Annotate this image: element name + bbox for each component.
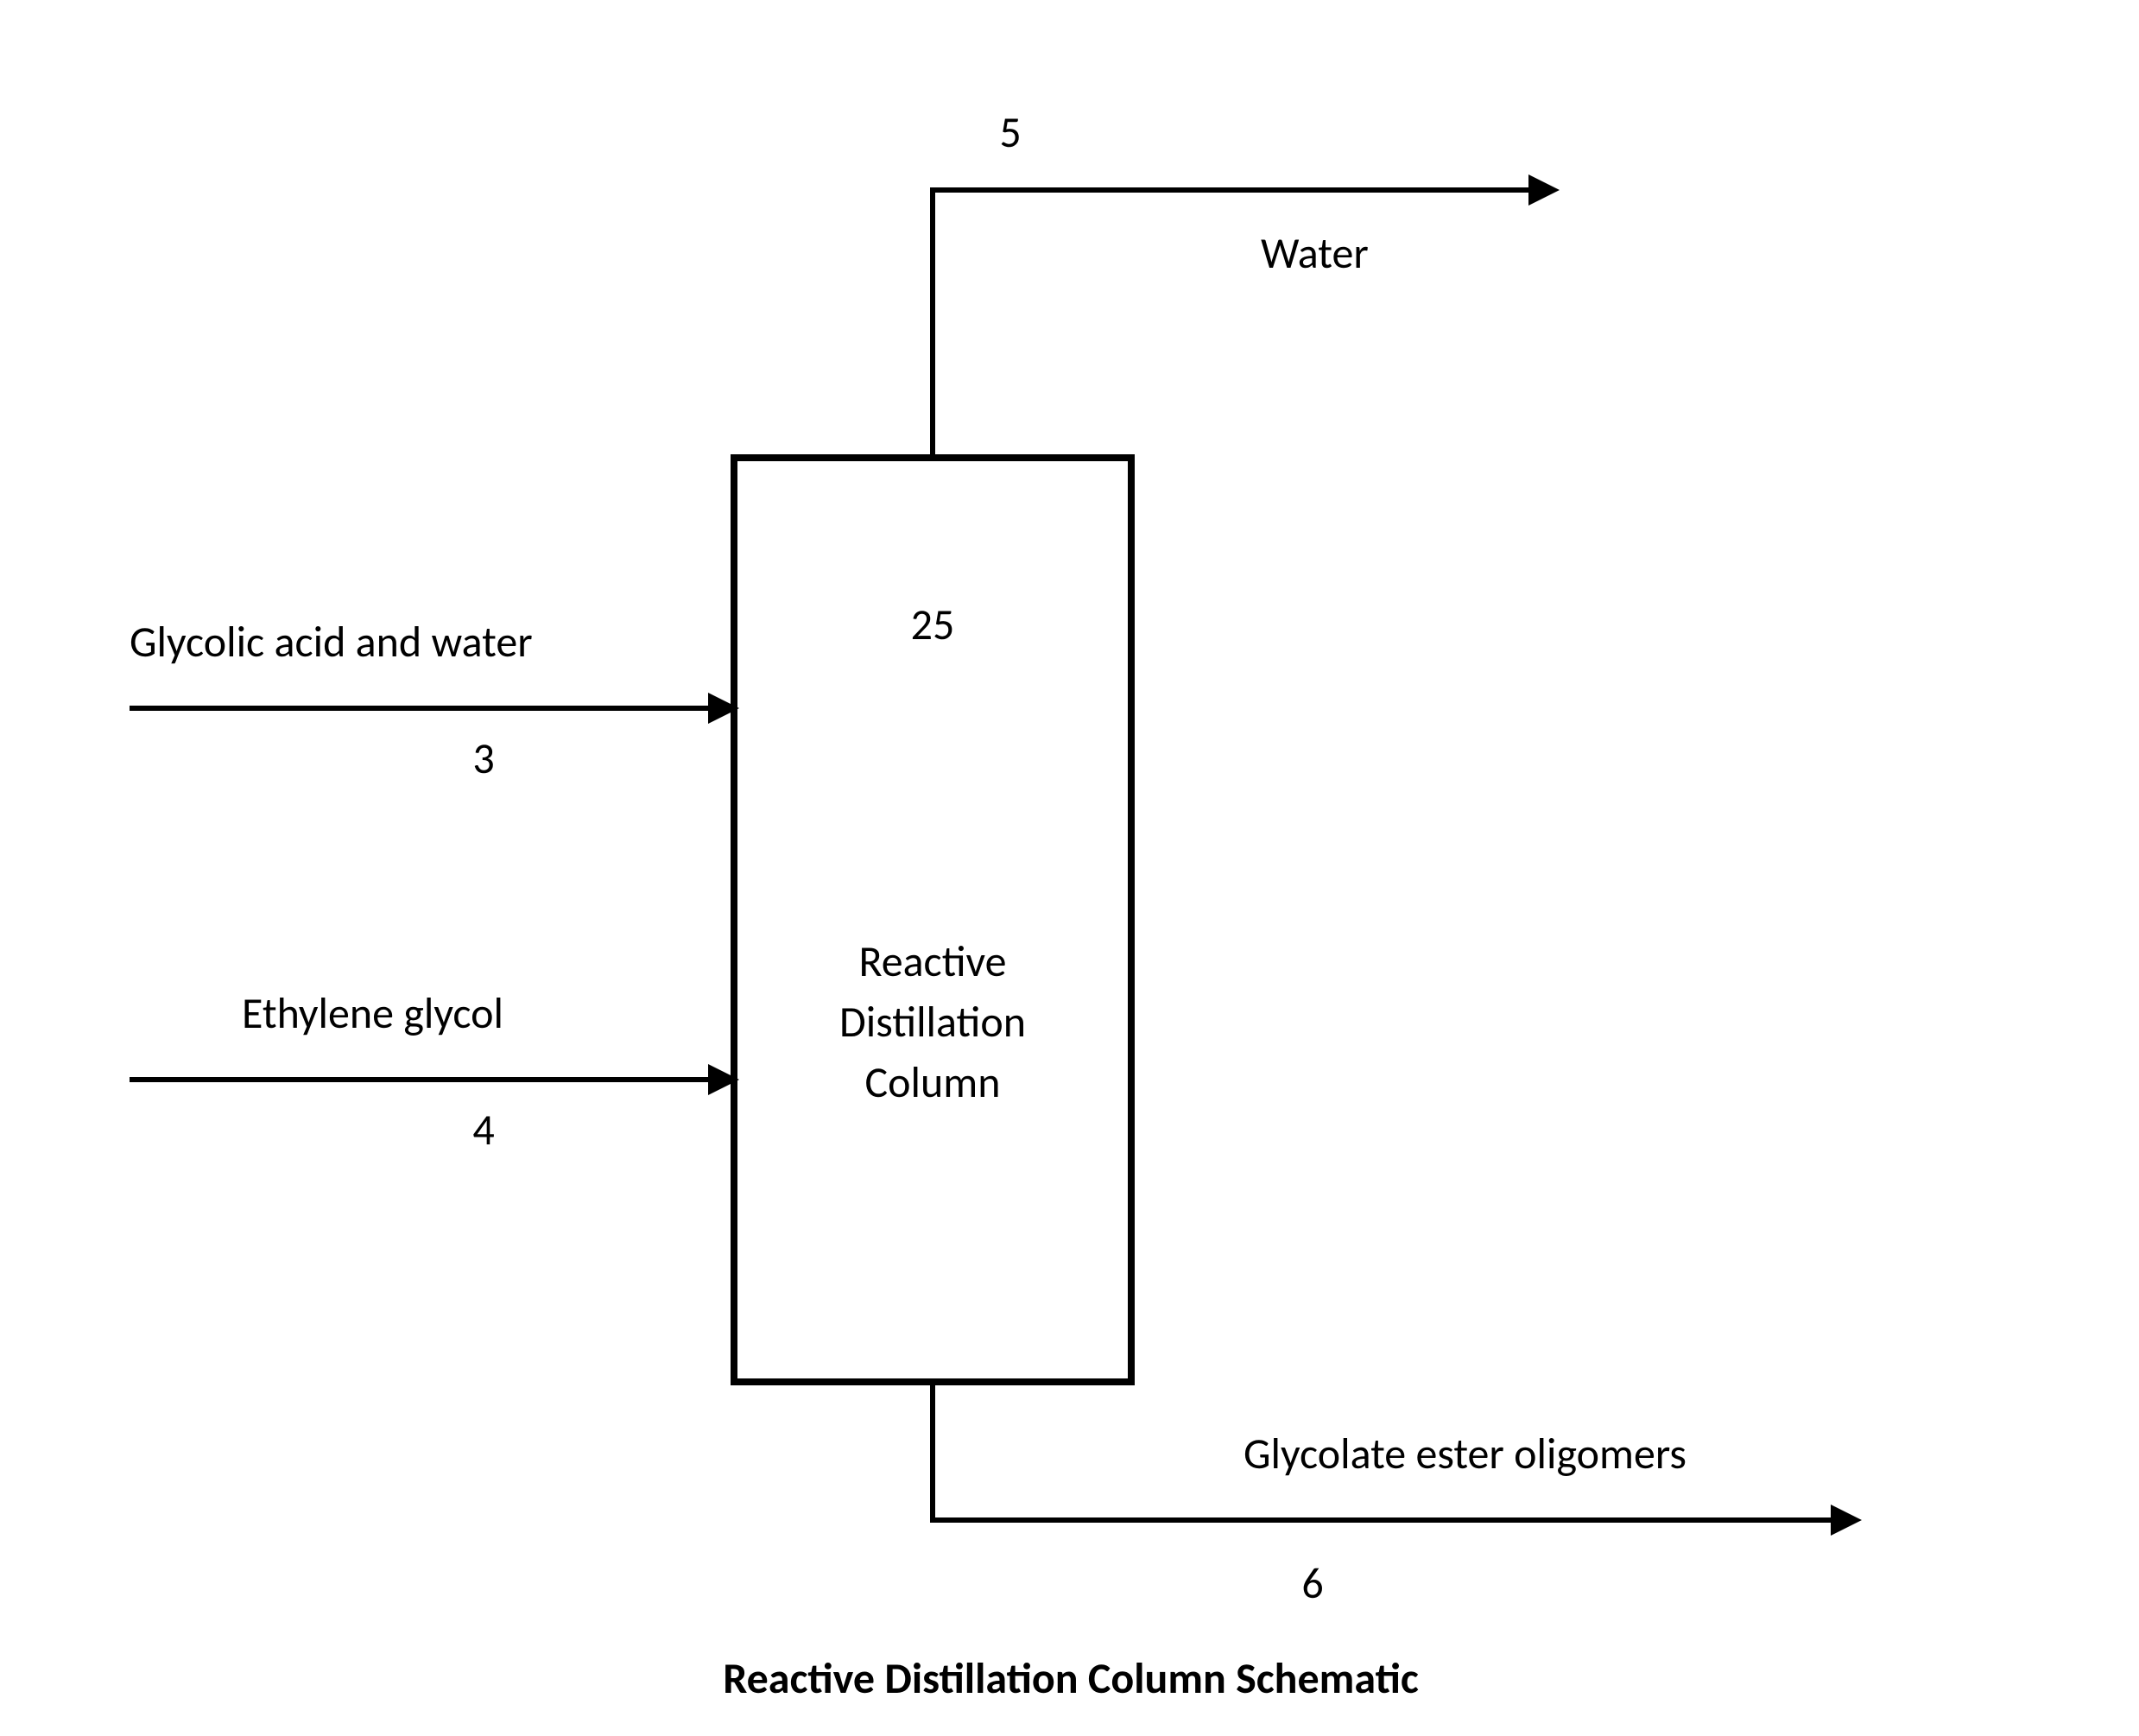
column-label-line1: Reactive [858,935,1006,988]
column-internal-number: 25 [911,599,955,651]
stream-5-arrow [933,190,1554,458]
stream-6-number: 6 [1301,1557,1323,1610]
diagram-caption: Reactive Distillation Column Schematic [723,1652,1419,1705]
stream-4-number: 4 [472,1104,494,1156]
column-label-line2: Distillation [839,996,1026,1049]
column-label-line3: Column [865,1056,1001,1109]
stream-4-label: Ethylene glycol [242,987,503,1040]
diagram-canvas: 25 Reactive Distillation Column Glycolic… [0,0,2139,1736]
stream-5-number: 5 [999,106,1021,159]
stream-3-label: Glycolic acid and water [130,616,533,668]
stream-3-number: 3 [472,732,494,785]
column-box [734,458,1131,1382]
stream-6-label: Glycolate ester oligomers [1244,1428,1687,1480]
stream-5-label: Water [1261,227,1369,280]
